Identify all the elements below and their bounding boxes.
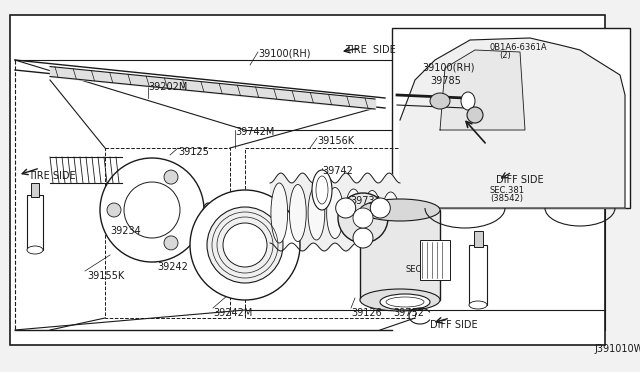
Text: SEC.361: SEC.361 bbox=[406, 265, 441, 274]
Ellipse shape bbox=[308, 186, 324, 240]
Bar bbox=[245, 148, 415, 318]
Ellipse shape bbox=[221, 230, 236, 240]
Text: (2): (2) bbox=[499, 51, 511, 60]
Bar bbox=[105, 148, 230, 318]
Text: 39155K: 39155K bbox=[87, 271, 124, 281]
Circle shape bbox=[107, 203, 121, 217]
Text: 39242: 39242 bbox=[157, 262, 188, 272]
Ellipse shape bbox=[360, 199, 440, 221]
Circle shape bbox=[190, 190, 300, 300]
Ellipse shape bbox=[469, 301, 487, 309]
Text: 39202M: 39202M bbox=[148, 82, 188, 92]
Text: 39242M: 39242M bbox=[213, 308, 252, 318]
Text: 39100(RH): 39100(RH) bbox=[422, 63, 474, 73]
Ellipse shape bbox=[345, 189, 362, 237]
Circle shape bbox=[223, 223, 267, 267]
Circle shape bbox=[164, 170, 178, 184]
Text: 39234: 39234 bbox=[110, 226, 141, 236]
Text: SEC.381: SEC.381 bbox=[490, 186, 525, 195]
Ellipse shape bbox=[386, 297, 424, 307]
Circle shape bbox=[467, 107, 483, 123]
Text: 39125: 39125 bbox=[178, 147, 209, 157]
Ellipse shape bbox=[202, 203, 214, 233]
Text: 39742M: 39742M bbox=[235, 127, 275, 137]
Ellipse shape bbox=[326, 187, 343, 238]
Text: 39156K: 39156K bbox=[317, 136, 354, 146]
Bar bbox=[420, 240, 450, 280]
Ellipse shape bbox=[27, 246, 43, 254]
Text: 0B1A6-6361A: 0B1A6-6361A bbox=[490, 43, 548, 52]
Text: TIRE SIDE: TIRE SIDE bbox=[28, 171, 76, 181]
Ellipse shape bbox=[364, 190, 381, 235]
Text: 39742: 39742 bbox=[322, 166, 353, 176]
Text: 39100(RH): 39100(RH) bbox=[258, 48, 310, 58]
Bar bbox=[392, 28, 630, 208]
Text: 39785: 39785 bbox=[430, 76, 461, 86]
Circle shape bbox=[100, 158, 204, 262]
Bar bbox=[469, 245, 487, 305]
Text: DIFF SIDE: DIFF SIDE bbox=[496, 175, 543, 185]
Polygon shape bbox=[440, 50, 525, 130]
Text: 39752: 39752 bbox=[393, 308, 424, 318]
Text: TIRE  SIDE: TIRE SIDE bbox=[345, 45, 396, 55]
Circle shape bbox=[164, 236, 178, 250]
Ellipse shape bbox=[380, 294, 430, 310]
Ellipse shape bbox=[312, 170, 332, 210]
Bar bbox=[31, 183, 39, 197]
Ellipse shape bbox=[430, 93, 450, 109]
Circle shape bbox=[338, 193, 388, 243]
Text: (38542): (38542) bbox=[490, 194, 523, 203]
Polygon shape bbox=[400, 38, 625, 208]
Ellipse shape bbox=[289, 185, 306, 241]
Ellipse shape bbox=[360, 289, 440, 311]
Text: 39126: 39126 bbox=[351, 308, 381, 318]
Circle shape bbox=[371, 198, 390, 218]
Ellipse shape bbox=[204, 207, 212, 229]
Bar bbox=[360, 210, 440, 300]
Text: J391010W: J391010W bbox=[594, 344, 640, 354]
Circle shape bbox=[353, 228, 373, 248]
Ellipse shape bbox=[271, 183, 287, 243]
Bar bbox=[474, 231, 483, 247]
Circle shape bbox=[335, 198, 356, 218]
Bar bbox=[10, 15, 605, 345]
Text: 39734: 39734 bbox=[350, 196, 381, 206]
Circle shape bbox=[207, 207, 283, 283]
Text: DIFF SIDE: DIFF SIDE bbox=[430, 320, 477, 330]
Circle shape bbox=[124, 182, 180, 238]
Ellipse shape bbox=[382, 192, 399, 234]
Bar bbox=[27, 195, 43, 250]
Circle shape bbox=[353, 208, 373, 228]
Ellipse shape bbox=[461, 92, 475, 110]
Ellipse shape bbox=[316, 176, 328, 204]
